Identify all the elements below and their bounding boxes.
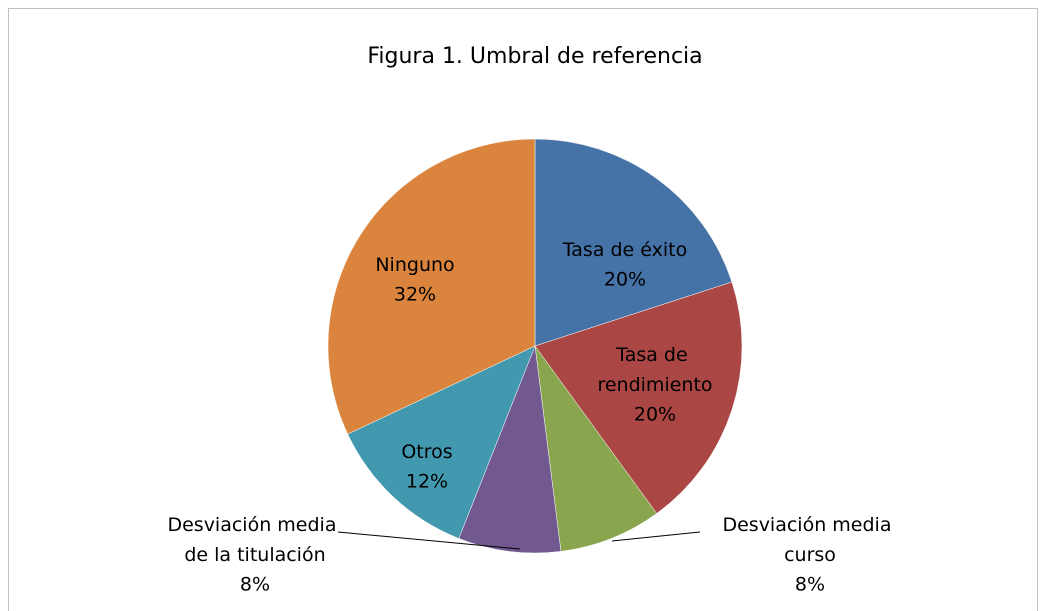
slice-label: Ninguno [375,254,454,276]
pie-slice [327,138,536,435]
slice-value-label: 8% [240,574,270,596]
leader-line [611,531,701,542]
pie-slice [347,345,536,539]
slice-label: Desviación media curso [722,514,897,566]
pie-slice [458,345,562,554]
slice-value-label: 8% [795,574,825,596]
slice-value-label: 12% [406,471,448,493]
slice-label: Tasa de éxito [562,239,687,261]
chart-title: Figura 1. Umbral de referencia [367,44,702,69]
slice-value-label: 20% [634,404,676,426]
pie-slice [534,138,733,347]
slice-label: Desviación media de la titulación [167,514,342,566]
leader-line [337,531,521,550]
slice-label: Tasa de rendimiento [597,344,712,396]
slice-label: Otros [401,441,452,463]
pie-slice [534,281,743,514]
slice-value-label: 32% [394,284,436,306]
slice-value-label: 20% [604,269,646,291]
pie-slice [534,345,658,552]
